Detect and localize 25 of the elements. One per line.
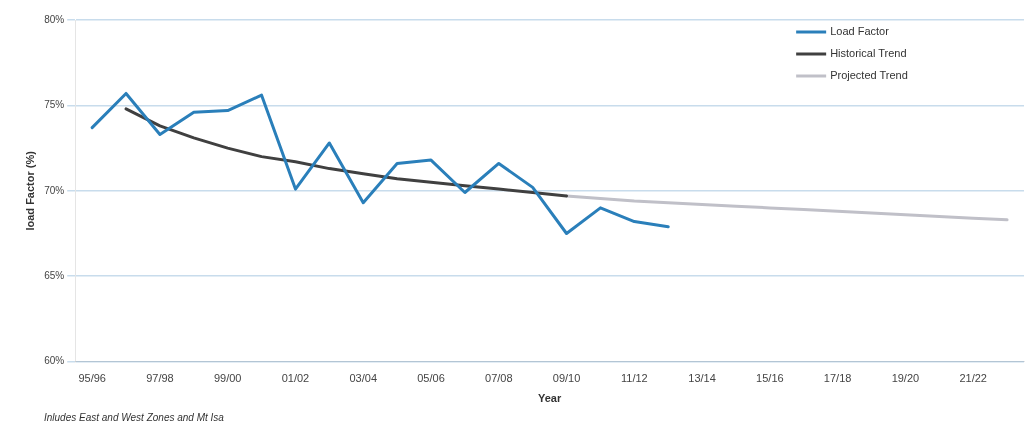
y-tick-label: 65% — [44, 269, 65, 281]
x-tick-label: 05/06 — [417, 372, 445, 385]
x-tick-label: 01/02 — [281, 372, 310, 385]
x-tick-label: 11/12 — [620, 372, 648, 385]
y-tick-label: 60% — [44, 355, 65, 367]
legend-label: Projected Trend — [830, 69, 908, 82]
x-tick-label: 07/08 — [485, 372, 513, 385]
text: Inludes East and West Zones and Mt Isa — [44, 412, 224, 423]
x-tick-label: 09/10 — [552, 372, 581, 385]
legend-label: Historical Trend — [830, 47, 907, 60]
x-tick-label: 99/00 — [213, 372, 242, 385]
x-tick-label: 15/16 — [756, 372, 784, 385]
y-tick-label: 70% — [44, 184, 65, 196]
x-tick-label: 97/98 — [146, 372, 174, 385]
legend-label: Load Factor — [830, 25, 890, 38]
y-axis-title: load Factor (%) — [23, 150, 36, 231]
y-tick-label: 80% — [44, 13, 65, 25]
x-tick-label: 19/20 — [891, 372, 920, 385]
x-tick-label: 13/14 — [688, 372, 716, 385]
x-tick-label: 95/96 — [78, 372, 106, 385]
x-tick-label: 21/22 — [959, 372, 987, 385]
x-tick-label: 03/04 — [349, 372, 377, 385]
y-tick-label: 75% — [44, 99, 65, 111]
x-tick-label: 17/18 — [823, 372, 852, 385]
x-axis-title: Year — [537, 392, 562, 405]
